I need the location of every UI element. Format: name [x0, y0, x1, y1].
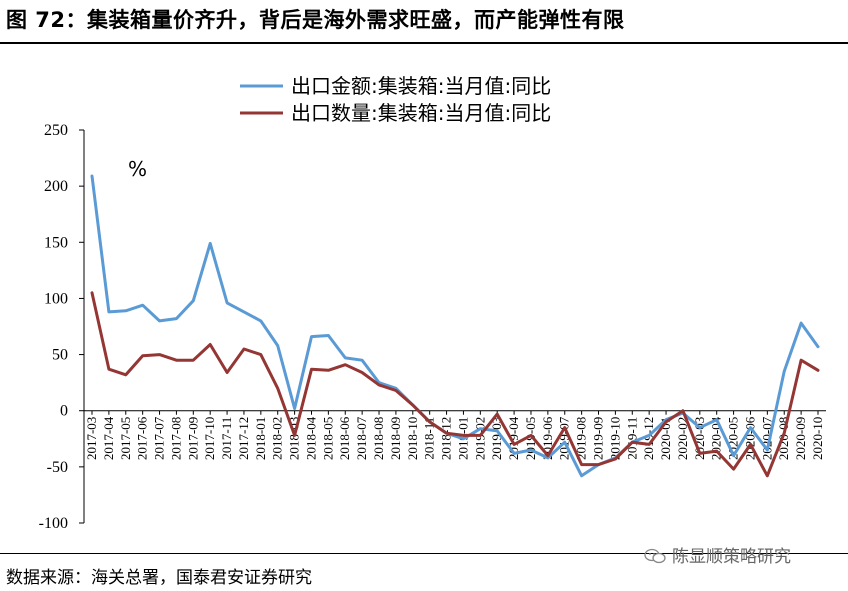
bottom-rule [0, 553, 848, 554]
figure-title: 图 72：集装箱量价齐升，背后是海外需求旺盛，而产能弹性有限 [6, 8, 625, 32]
axes [83, 130, 826, 523]
watermark-text: 陈显顺策略研究 [672, 547, 791, 567]
x-tick-label: 2019-03 [489, 417, 504, 460]
x-tick-label: 2017-08 [168, 417, 183, 460]
series-line-export-value [90, 174, 820, 478]
x-tick-label: 2019-05 [523, 417, 538, 460]
legend-label: 出口金额:集装箱:当月值:同比 [291, 74, 551, 98]
x-tick-label: 2018-06 [337, 416, 352, 460]
x-tick-label: 2018-01 [253, 417, 268, 460]
wechat-icon [644, 548, 666, 564]
x-tick-label: 2020-07 [759, 416, 774, 460]
x-tick-label: 2019-10 [607, 417, 622, 460]
y-axis-ticks: 250 200 150 100 50 0 -50 -100 [39, 122, 84, 532]
y-tick-label: 50 [52, 347, 68, 364]
x-tick-label: 2019-02 [472, 417, 487, 460]
x-tick-label: 2017-09 [185, 417, 200, 460]
x-tick-label: 2017-11 [219, 417, 234, 460]
x-tick-label: 2017-06 [135, 416, 150, 460]
x-tick-label: 2018-04 [303, 416, 318, 460]
x-tick-label: 2017-12 [236, 417, 251, 460]
x-tick-label: 2017-04 [101, 416, 116, 460]
y-tick-label: 150 [44, 234, 68, 251]
x-tick-label: 2018-10 [405, 417, 420, 460]
x-tick-label: 2018-09 [388, 417, 403, 460]
x-axis-ticks: 2017-03 2017-04 2017-05 2017-06 2017-07 2017-… [84, 410, 825, 460]
series-lines [90, 174, 820, 478]
x-tick-label: 2017-05 [118, 417, 133, 460]
y-tick-label: 200 [44, 178, 68, 195]
title-rule [0, 42, 848, 44]
x-tick-label: 2019-08 [574, 417, 589, 460]
x-tick-label: 2017-03 [84, 417, 99, 460]
x-tick-label: 2019-09 [591, 417, 606, 460]
watermark: 陈显顺策略研究 [644, 542, 791, 567]
x-tick-label: 2019-11 [624, 417, 639, 460]
y-tick-label: -50 [47, 459, 68, 476]
x-tick-label: 2020-09 [793, 417, 808, 460]
x-tick-label: 2018-12 [439, 417, 454, 460]
y-tick-label: 100 [44, 290, 68, 307]
x-tick-label: 2018-07 [354, 416, 369, 460]
y-tick-label: 0 [60, 403, 68, 420]
legend-label: 出口数量:集装箱:当月值:同比 [291, 101, 551, 125]
y-tick-label: 250 [44, 122, 68, 139]
unit-label: % [128, 157, 147, 181]
source-note: 数据来源：海关总署，国泰君安证券研究 [6, 568, 312, 588]
x-tick-label: 2020-10 [810, 417, 825, 460]
series-line-export-volume [90, 291, 820, 478]
x-tick-label: 2018-11 [422, 417, 437, 460]
x-tick-label: 2018-08 [371, 417, 386, 460]
x-tick-label: 2019-12 [641, 417, 656, 460]
x-tick-label: 2017-07 [152, 416, 167, 460]
x-tick-label: 2018-05 [320, 417, 335, 460]
x-tick-label: 2018-02 [270, 417, 285, 460]
y-tick-label: -100 [39, 515, 68, 532]
x-tick-label: 2020-02 [675, 417, 690, 460]
x-tick-label: 2017-10 [202, 417, 217, 460]
